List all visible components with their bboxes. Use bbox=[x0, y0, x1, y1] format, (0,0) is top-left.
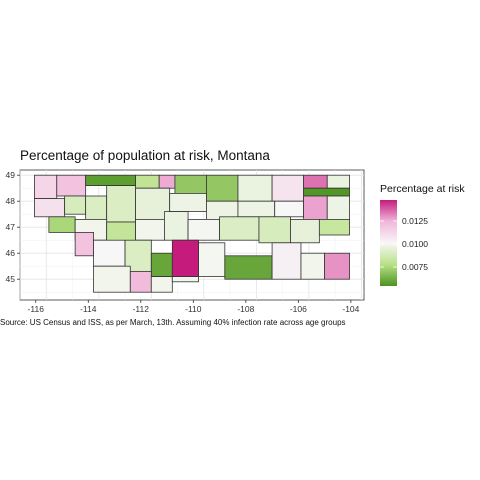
county-polygon bbox=[303, 174, 328, 189]
y-tick-label: 45 bbox=[6, 274, 16, 284]
county-polygon bbox=[290, 218, 320, 244]
county-polygon bbox=[174, 174, 207, 194]
county-polygon bbox=[326, 195, 350, 220]
county-polygon bbox=[129, 270, 152, 293]
x-tick-label: -114 bbox=[80, 304, 97, 314]
source-caption-text: Source: US Census and ISS, as per March,… bbox=[0, 318, 346, 327]
county-polygon bbox=[135, 174, 160, 189]
county-polygon bbox=[93, 239, 126, 267]
x-tick-label: -106 bbox=[290, 304, 307, 314]
legend-tick-marks bbox=[380, 220, 397, 268]
county-polygon bbox=[187, 218, 220, 241]
legend-tick-label: 0.0125 bbox=[402, 216, 428, 226]
y-tick-label: 48 bbox=[6, 196, 16, 206]
county-polygon bbox=[158, 174, 176, 189]
x-tick-label: -104 bbox=[342, 304, 359, 314]
county-polygon bbox=[64, 195, 87, 215]
county-polygon bbox=[150, 276, 173, 293]
county-polygon bbox=[303, 187, 350, 197]
county-polygon bbox=[85, 174, 136, 186]
county-polygon bbox=[324, 252, 350, 280]
county-polygon bbox=[164, 211, 189, 241]
legend-colorbar bbox=[380, 200, 397, 286]
x-tick-label: -116 bbox=[28, 304, 45, 314]
county-polygon bbox=[74, 231, 94, 257]
x-tick-label: -108 bbox=[237, 304, 254, 314]
source-caption: Source: US Census and ISS, as per March,… bbox=[0, 318, 372, 327]
county-polygon bbox=[303, 195, 328, 220]
county-polygon bbox=[171, 239, 199, 277]
x-axis: -116 -114 -112 -110 -108 -106 -104 bbox=[28, 300, 360, 314]
county-polygons bbox=[34, 174, 350, 293]
county-polygon bbox=[274, 200, 305, 218]
county-polygon bbox=[93, 265, 131, 293]
county-polygon bbox=[271, 242, 302, 280]
legend-tick-label: 0.0075 bbox=[402, 262, 428, 272]
county-polygon bbox=[169, 192, 207, 212]
county-polygon bbox=[224, 255, 273, 280]
county-polygon bbox=[198, 242, 226, 278]
legend-title: Percentage at risk bbox=[380, 183, 465, 195]
legend-tick-label: 0.0100 bbox=[402, 239, 428, 249]
county-polygon bbox=[318, 218, 350, 236]
county-polygon bbox=[258, 216, 291, 244]
county-polygon bbox=[171, 276, 199, 283]
county-polygon bbox=[106, 185, 136, 223]
county-polygon bbox=[48, 216, 76, 233]
map-title: Percentage of population at risk, Montan… bbox=[20, 148, 270, 163]
county-polygon bbox=[237, 200, 276, 218]
county-polygon bbox=[135, 218, 165, 241]
county-polygon bbox=[326, 174, 350, 189]
y-tick-label: 46 bbox=[6, 248, 16, 258]
x-tick-label: -110 bbox=[185, 304, 202, 314]
county-polygon bbox=[150, 252, 173, 277]
x-tick-label: -112 bbox=[133, 304, 150, 314]
y-tick-label: 47 bbox=[6, 222, 16, 232]
county-polygon bbox=[34, 174, 58, 199]
county-polygon bbox=[56, 174, 87, 197]
county-polygon bbox=[300, 252, 326, 280]
county-polygon bbox=[237, 174, 273, 202]
y-axis: 49 48 47 46 45 bbox=[6, 170, 20, 284]
county-polygon bbox=[219, 216, 260, 241]
county-polygon bbox=[34, 198, 66, 218]
y-tick-label: 49 bbox=[6, 170, 16, 180]
county-polygon bbox=[271, 174, 305, 202]
county-polygon bbox=[206, 174, 239, 202]
county-polygon bbox=[85, 195, 108, 220]
